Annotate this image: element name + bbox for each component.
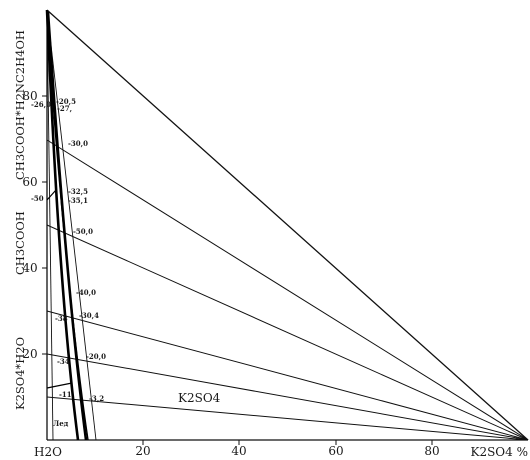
isotherm-label-minus-40: -40,0 — [76, 288, 96, 297]
side-label-ch3cooh-adduct: CH3COOH*H2NC2H4OH — [13, 30, 27, 180]
y-tick-label-20: 20 — [22, 347, 37, 361]
side-label-k2so4-hydrate: K2SO4*H2O — [13, 337, 27, 410]
isotherm-label-minus-32-5: -32,5 — [68, 187, 88, 196]
isotherm-label-minus-38: -38 — [55, 314, 68, 323]
solubility-curve-3 — [46, 11, 89, 441]
y-tick-label-40: 40 — [22, 261, 37, 275]
isotherm-label-minus-11: -11 — [59, 390, 72, 399]
x-tick-label-20: 20 — [135, 444, 150, 458]
isotherm-label-minus-27: -27, — [57, 104, 72, 113]
apex-line-2 — [46, 9, 97, 441]
short-segment-2 — [46, 189, 57, 201]
isotherm-label-minus-35-1: -35,1 — [68, 196, 88, 205]
tie-line-1 — [46, 139, 529, 441]
axis-hypotenuse — [46, 9, 529, 441]
isotherm-label-minus-3-2: -3,2 — [89, 394, 104, 403]
tie-line-5 — [46, 396, 529, 441]
apex-line-1 — [46, 9, 54, 441]
tie-line-2 — [46, 224, 529, 441]
isotherm-label-minus-34: -34 — [57, 357, 70, 366]
y-tick-label-60: 60 — [22, 175, 37, 189]
isotherm-label-minus-30: -30,0 — [68, 139, 88, 148]
isotherm-label-minus-20: -20,0 — [86, 352, 106, 361]
corner-label-h2o: H2O — [34, 445, 62, 459]
tie-line-4 — [46, 353, 529, 441]
side-label-ch3cooh: CH3COOH — [13, 211, 27, 275]
solubility-curve-2 — [46, 11, 88, 441]
x-tick-label-40: 40 — [231, 444, 246, 458]
isotherm-label-minus-26: -26,0 — [31, 100, 51, 109]
corner-label-k2so4: K2SO4 % — [470, 445, 528, 459]
isotherm-label-minus-20-5: -20,5 — [56, 97, 76, 106]
tie-line-3 — [46, 310, 529, 441]
isotherm-label-minus-30-4: -30,4 — [79, 311, 99, 320]
region-label-k2so4: K2SO4 — [178, 391, 221, 405]
y-tick-label-80: 80 — [22, 89, 37, 103]
short-segment-1 — [46, 382, 73, 389]
isotherm-label-minus-50: -50 — [31, 194, 44, 203]
x-tick-label-80: 80 — [424, 444, 439, 458]
isotherm-label-minus-50-0: -50,0 — [73, 227, 93, 236]
x-tick-label-60: 60 — [328, 444, 343, 458]
isotherm-label-ice: Лед — [53, 419, 69, 428]
